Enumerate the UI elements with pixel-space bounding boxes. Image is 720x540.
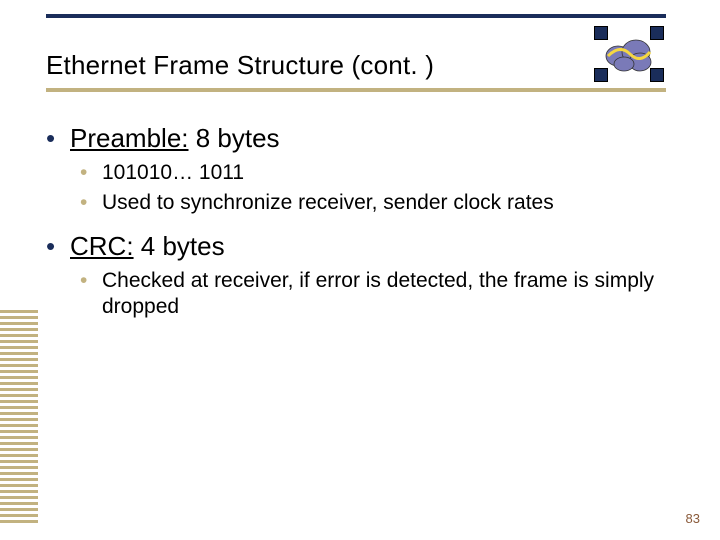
content-area: Preamble: 8 bytes 101010… 1011 Used to s… [46, 115, 666, 324]
crc-label-underlined: CRC: [70, 231, 134, 261]
bullet-preamble-sub1: 101010… 1011 [80, 160, 666, 186]
page-number: 83 [686, 511, 700, 526]
left-stripes-decoration [0, 310, 38, 528]
bullet-preamble-sub2: Used to synchronize receiver, sender clo… [80, 190, 666, 216]
preamble-label-rest: 8 bytes [189, 123, 280, 153]
cloud-icon [604, 36, 654, 72]
crc-label-rest: 4 bytes [134, 231, 225, 261]
slide-title: Ethernet Frame Structure (cont. ) [46, 50, 434, 81]
top-rule [46, 14, 666, 18]
preamble-label-underlined: Preamble: [70, 123, 189, 153]
corner-graphic [594, 26, 664, 82]
title-underline [46, 88, 666, 92]
bullet-crc: CRC: 4 bytes [46, 231, 666, 262]
bullet-preamble: Preamble: 8 bytes [46, 123, 666, 154]
bullet-crc-sub1: Checked at receiver, if error is detecte… [80, 268, 666, 321]
